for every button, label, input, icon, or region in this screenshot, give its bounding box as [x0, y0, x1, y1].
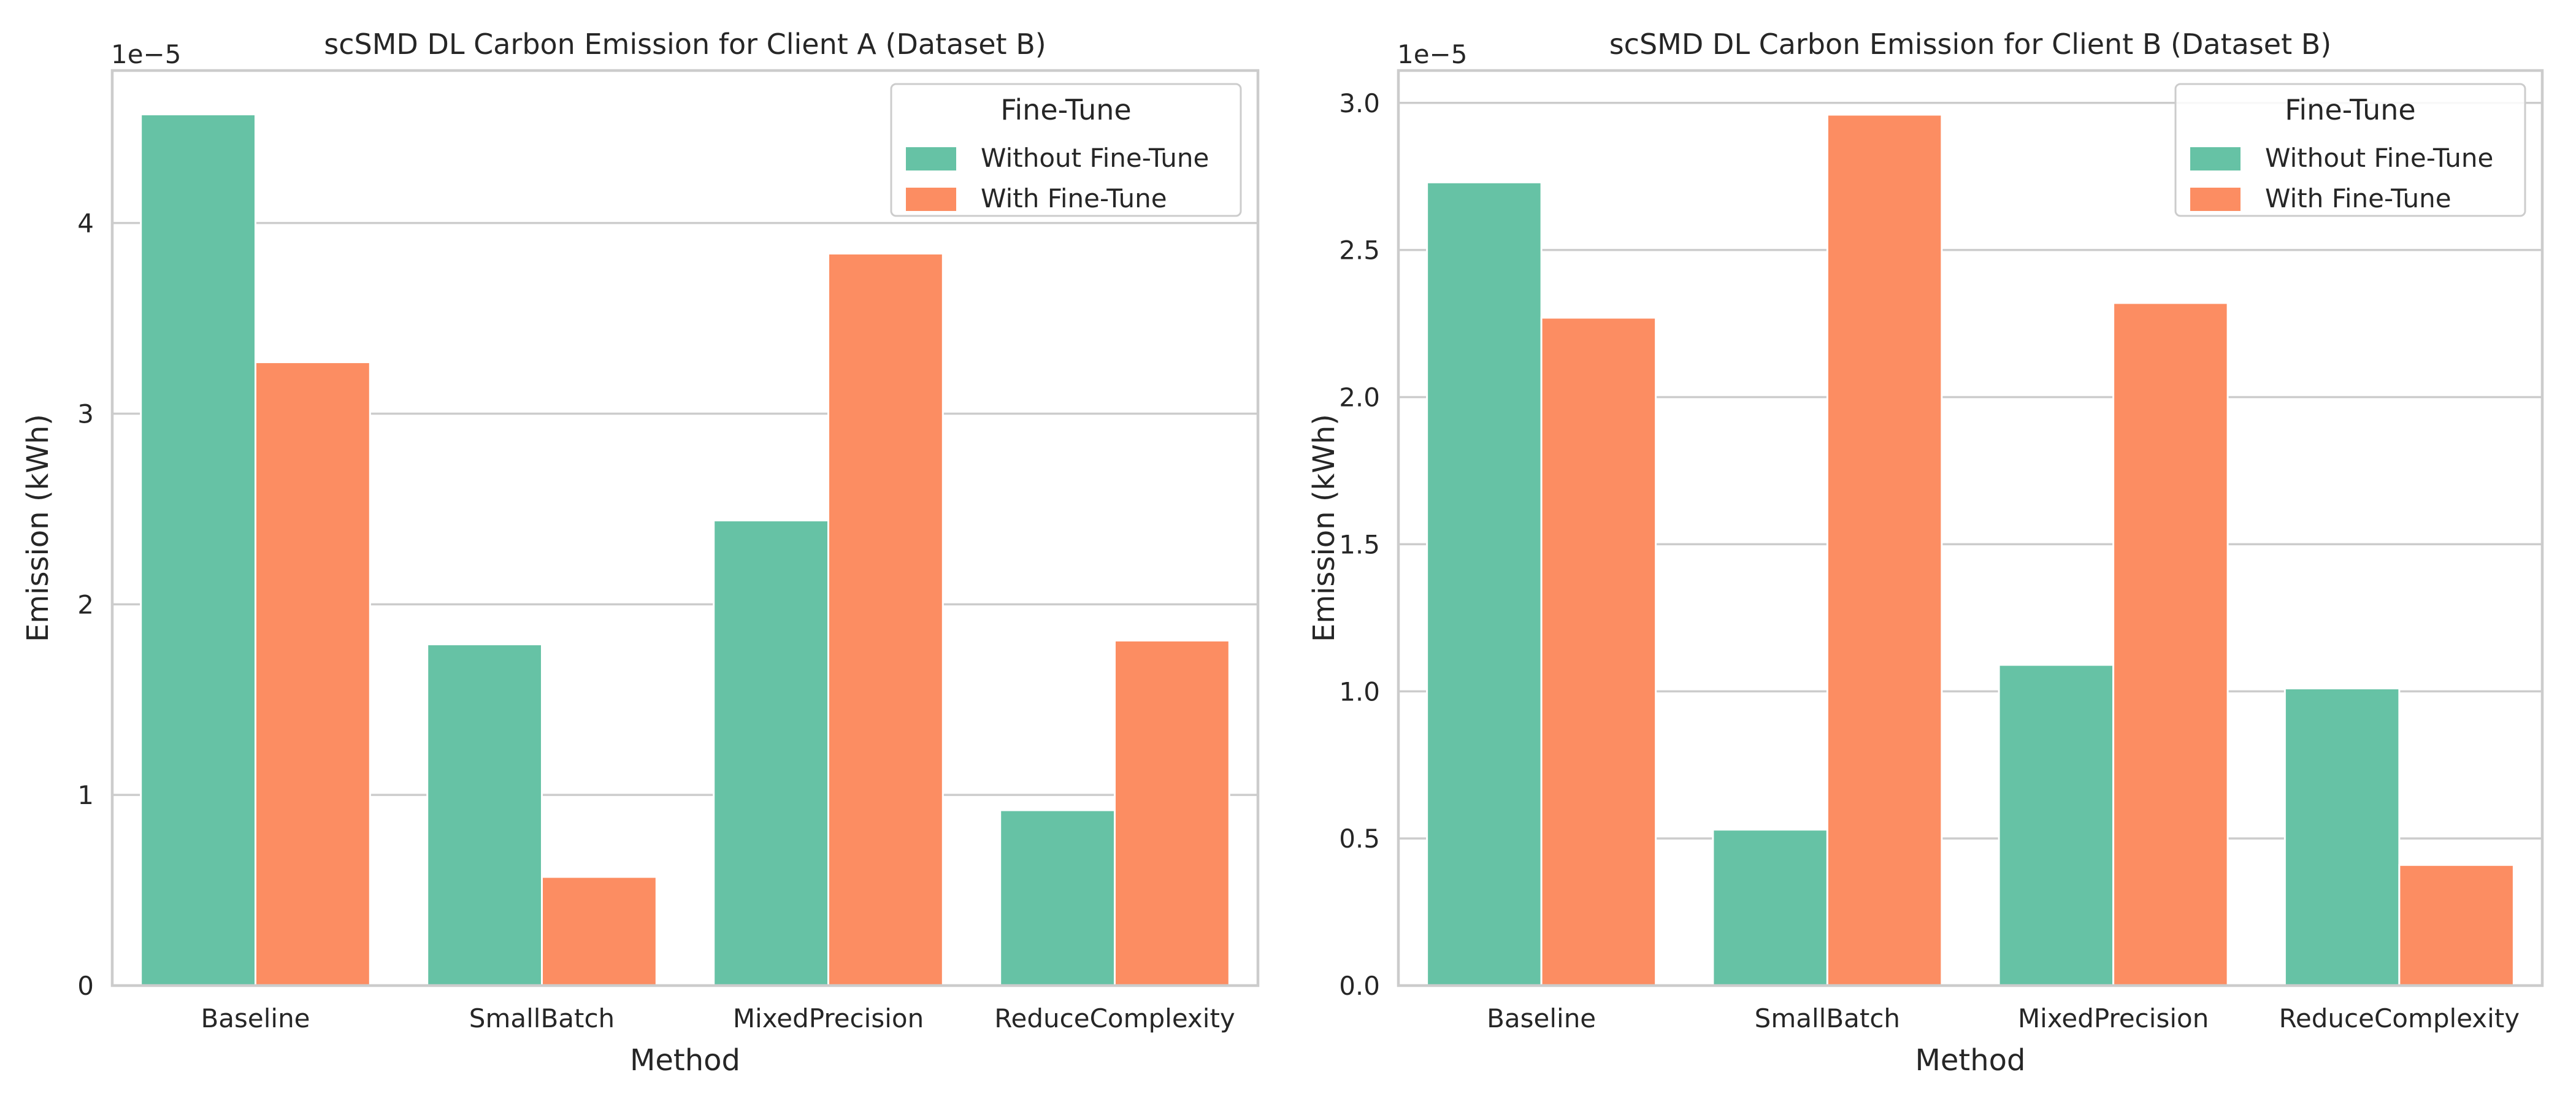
x-axis-label: Method: [630, 1043, 740, 1078]
bar-smallbatch-without-fine-tune: [426, 643, 543, 987]
bar-baseline-without-fine-tune: [140, 113, 256, 987]
legend-entry: With Fine-Tune: [2265, 183, 2451, 213]
chart-client-a: 0 1 2 3 4 Baseline SmallBatch MixedPrecision Red…: [21, 28, 1260, 1078]
y-tick-label: 0.0: [1339, 971, 1380, 1001]
bar-reducecomplexity-with-fine-tune: [2398, 864, 2515, 987]
bar-baseline-without-fine-tune: [1426, 181, 1543, 987]
legend-box: [2174, 83, 2526, 217]
y-axis-label: Emission (kWh): [1307, 414, 1341, 642]
y-tick-label: 0.5: [1339, 824, 1380, 854]
bar-smallbatch-with-fine-tune: [1826, 113, 1943, 987]
x-tick-label: SmallBatch: [1755, 1003, 1900, 1033]
legend-swatch: [2190, 147, 2241, 170]
y-axis-label: Emission (kWh): [21, 414, 55, 642]
legend-swatch: [2190, 188, 2241, 211]
bar-reducecomplexity-without-fine-tune: [999, 809, 1116, 987]
x-tick-label: MixedPrecision: [2018, 1003, 2209, 1033]
plot-frame: [110, 69, 1260, 987]
x-tick-label: SmallBatch: [469, 1003, 615, 1033]
y-tick-label: 2.0: [1339, 383, 1380, 413]
y-tick-label: 3.0: [1339, 88, 1380, 118]
bar-smallbatch-without-fine-tune: [1712, 829, 1828, 987]
legend-entry: With Fine-Tune: [981, 183, 1167, 213]
legend: Fine-Tune Without Fine-Tune With Fine-Tune: [890, 83, 1242, 217]
legend-title: Fine-Tune: [1000, 93, 1131, 126]
y-tick-label: 0: [77, 971, 94, 1001]
y-offset-label: 1e−5: [111, 39, 181, 69]
y-tick-label: 4: [77, 209, 94, 239]
plot-frame: [1397, 69, 2544, 987]
y-tick-label: 3: [77, 399, 94, 429]
y-offset-label: 1e−5: [1397, 39, 1467, 69]
legend-title: Fine-Tune: [2285, 93, 2415, 126]
x-tick-label: ReduceComplexity: [2279, 1003, 2520, 1033]
y-tick-label: 1: [77, 780, 94, 810]
y-tick-label: 2: [77, 589, 94, 619]
x-tick-label: ReduceComplexity: [994, 1003, 1235, 1033]
legend-entry: Without Fine-Tune: [2265, 143, 2493, 173]
x-tick-label: Baseline: [1487, 1003, 1596, 1033]
bar-reducecomplexity-with-fine-tune: [1114, 639, 1230, 987]
bar-mixedprecision-without-fine-tune: [1998, 664, 2115, 987]
legend-entry: Without Fine-Tune: [981, 143, 1209, 173]
chart-client-b: 0.0 0.5 1.0 1.5 2.0 2.5 3.0 Baseline SmallBatch M…: [1307, 28, 2544, 1078]
bar-reducecomplexity-without-fine-tune: [2283, 687, 2401, 987]
x-tick-label: Baseline: [201, 1003, 310, 1033]
y-tick-label: 2.5: [1339, 236, 1380, 266]
x-axis-label: Method: [1915, 1043, 2025, 1078]
bar-mixedprecision-without-fine-tune: [713, 519, 829, 987]
bar-mixedprecision-with-fine-tune: [827, 252, 944, 987]
legend-swatch: [906, 188, 956, 211]
legend-swatch: [906, 147, 956, 170]
bar-smallbatch-with-fine-tune: [541, 876, 657, 987]
bar-baseline-with-fine-tune: [1540, 316, 1657, 987]
legend-box: [890, 83, 1242, 217]
x-tick-label: MixedPrecision: [733, 1003, 924, 1033]
chart-title: scSMD DL Carbon Emission for Client B (D…: [1609, 28, 2332, 61]
y-tick-label: 1.5: [1339, 529, 1380, 559]
bar-baseline-with-fine-tune: [255, 361, 371, 987]
legend: Fine-Tune Without Fine-Tune With Fine-Tune: [2174, 83, 2526, 217]
y-tick-label: 1.0: [1339, 676, 1380, 707]
bar-mixedprecision-with-fine-tune: [2112, 302, 2229, 987]
chart-title: scSMD DL Carbon Emission for Client A (D…: [324, 28, 1046, 61]
